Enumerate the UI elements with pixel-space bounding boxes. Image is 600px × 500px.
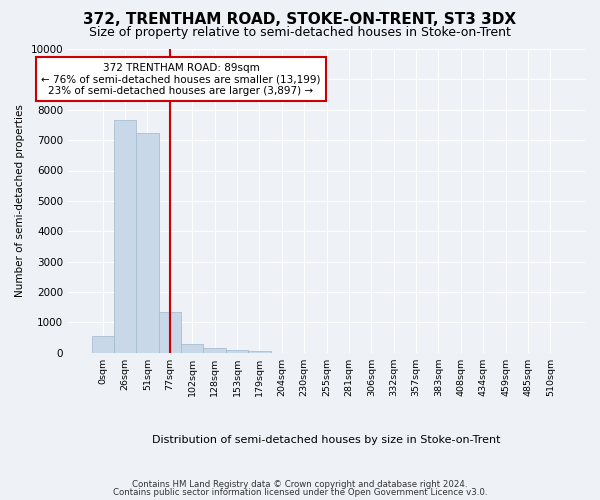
Y-axis label: Number of semi-detached properties: Number of semi-detached properties	[15, 104, 25, 298]
Bar	[248, 350, 271, 353]
Bar	[158, 312, 181, 353]
Text: Contains public sector information licensed under the Open Government Licence v3: Contains public sector information licen…	[113, 488, 487, 497]
Text: Size of property relative to semi-detached houses in Stoke-on-Trent: Size of property relative to semi-detach…	[89, 26, 511, 39]
Text: 372 TRENTHAM ROAD: 89sqm
← 76% of semi-detached houses are smaller (13,199)
23% : 372 TRENTHAM ROAD: 89sqm ← 76% of semi-d…	[41, 62, 321, 96]
X-axis label: Distribution of semi-detached houses by size in Stoke-on-Trent: Distribution of semi-detached houses by …	[152, 435, 501, 445]
Text: 372, TRENTHAM ROAD, STOKE-ON-TRENT, ST3 3DX: 372, TRENTHAM ROAD, STOKE-ON-TRENT, ST3 …	[83, 12, 517, 28]
Bar	[92, 336, 114, 353]
Bar	[114, 120, 136, 353]
Bar	[226, 350, 248, 353]
Bar	[181, 344, 203, 353]
Bar	[203, 348, 226, 353]
Text: Contains HM Land Registry data © Crown copyright and database right 2024.: Contains HM Land Registry data © Crown c…	[132, 480, 468, 489]
Bar	[136, 132, 158, 353]
